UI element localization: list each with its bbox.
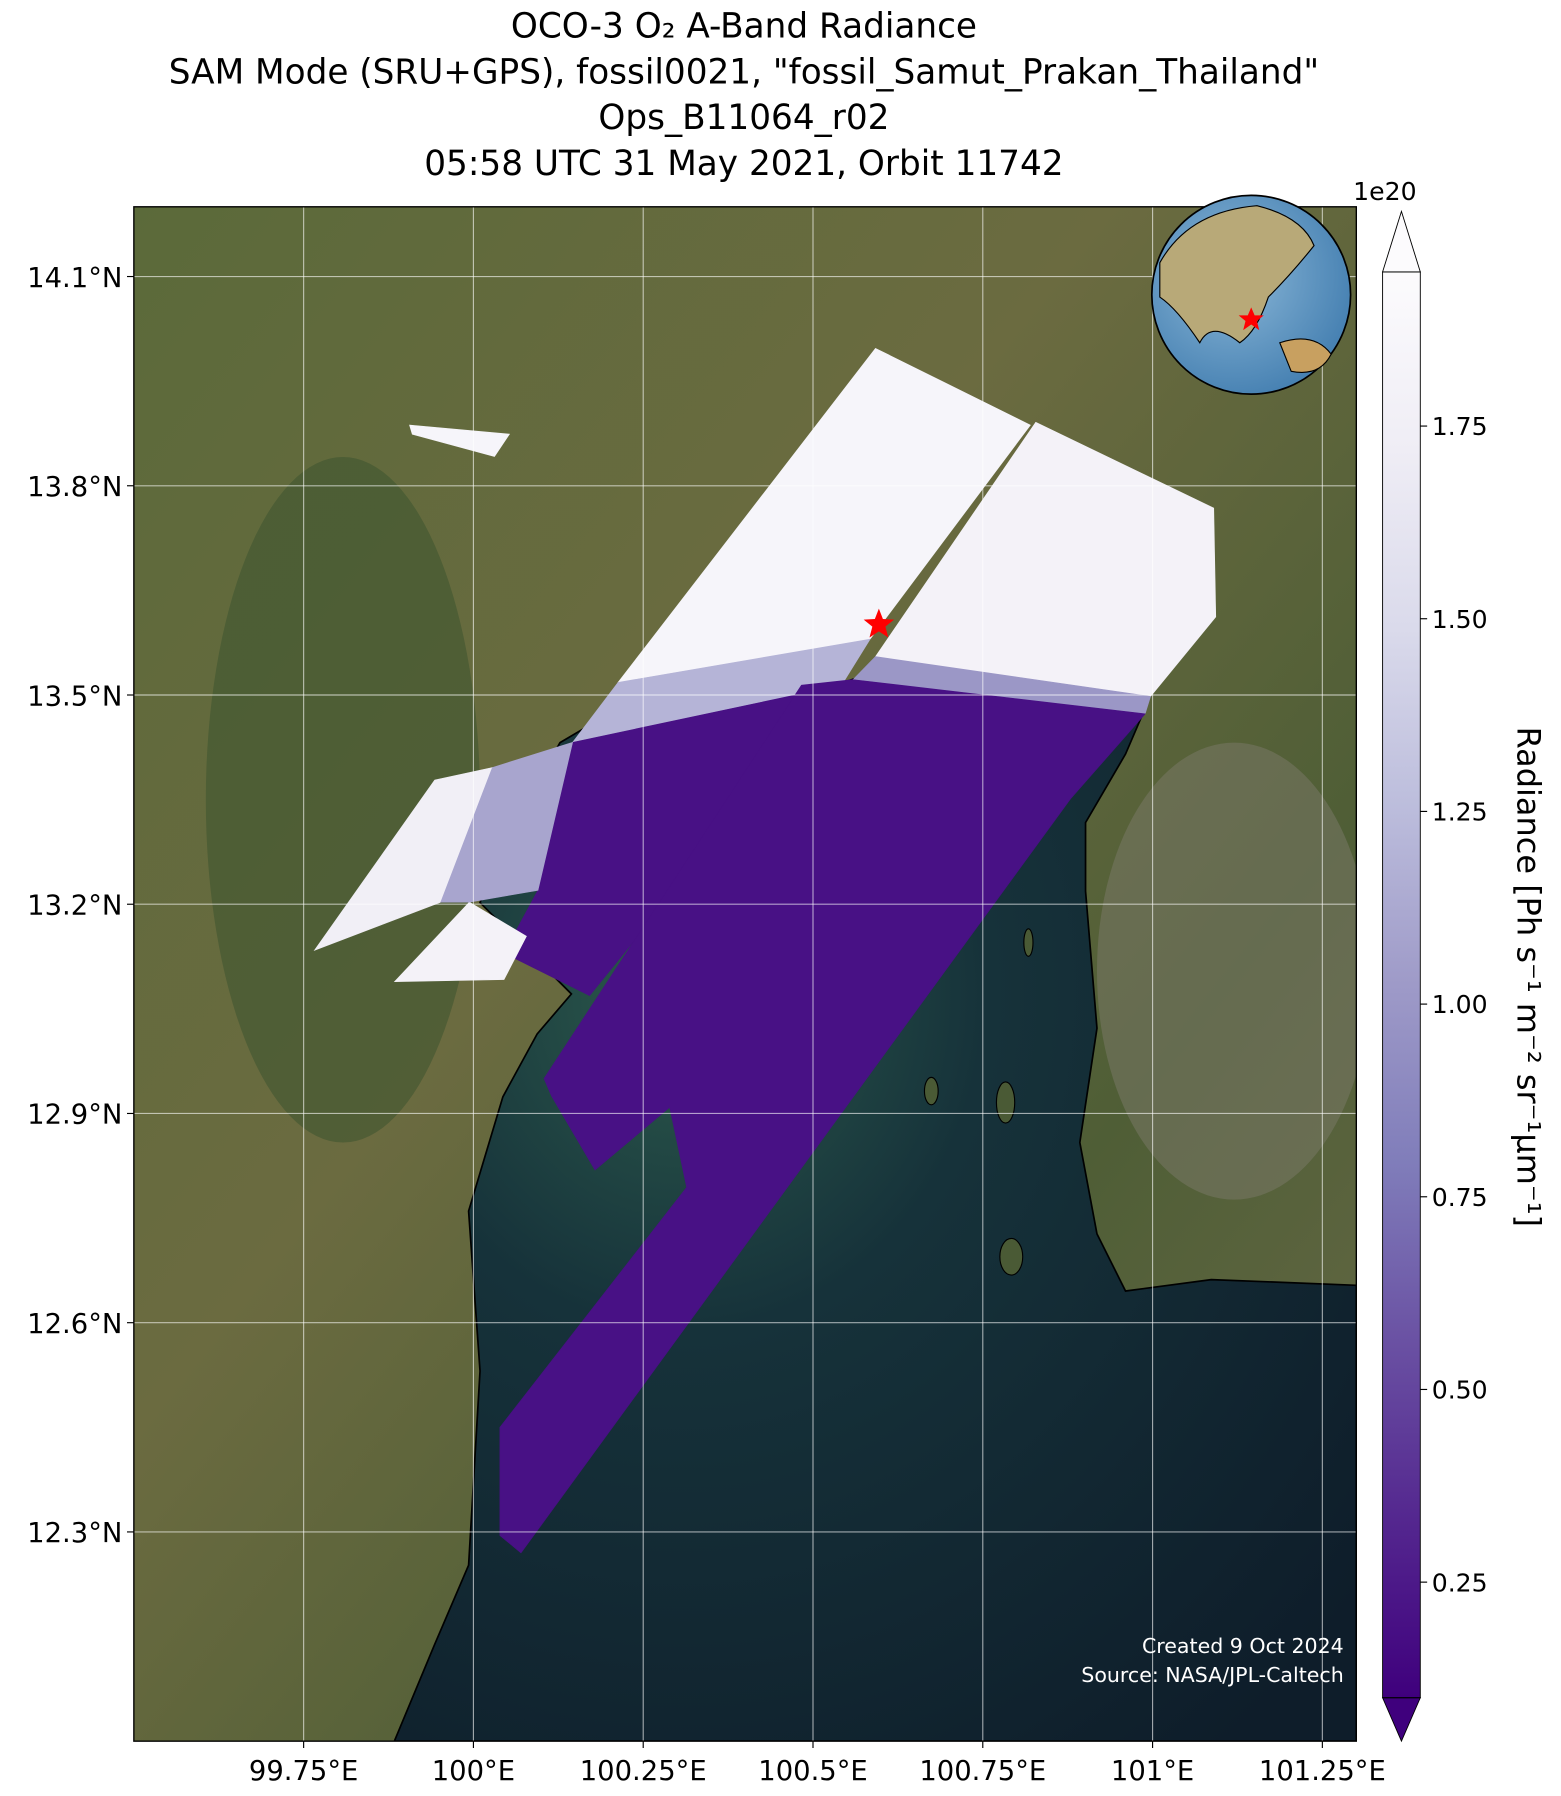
y-tick-label: 12.3°N xyxy=(27,1518,122,1549)
colorbar-extend-bottom xyxy=(1381,1697,1421,1743)
annotation: Source: NASA/JPL-Caltech xyxy=(1081,1663,1343,1687)
colorbar-tick-label: 1.75 xyxy=(1432,412,1488,441)
island xyxy=(999,1237,1024,1276)
swath-region xyxy=(409,424,511,457)
x-tick-label: 100°E xyxy=(432,1756,515,1787)
title-line: SAM Mode (SRU+GPS), fossil0021, "fossil_… xyxy=(169,52,1319,92)
colorbar-tick-label: 1.25 xyxy=(1432,798,1488,827)
swath-region xyxy=(499,679,1146,1554)
globe-land xyxy=(1279,338,1332,373)
y-tick-label: 13.2°N xyxy=(27,891,122,922)
y-tick-label: 12.9°N xyxy=(27,1100,122,1131)
colorbar-tick-label: 0.25 xyxy=(1432,1568,1488,1597)
x-tick-label: 99.75°E xyxy=(249,1756,358,1787)
island xyxy=(1023,928,1034,957)
swath-layer xyxy=(313,347,1217,1554)
urban xyxy=(1097,742,1357,1200)
colorbar-tick-label: 1.50 xyxy=(1432,605,1488,634)
inset-globe xyxy=(1150,194,1352,396)
colorbar-extend-top xyxy=(1381,209,1421,273)
x-tick-label: 100.25°E xyxy=(580,1756,707,1787)
colorbar-frame xyxy=(1382,271,1421,1699)
island xyxy=(995,1081,1016,1124)
title-line: 05:58 UTC 31 May 2021, Orbit 11742 xyxy=(424,144,1063,184)
globe-site xyxy=(1238,307,1264,331)
annotation: Created 9 Oct 2024 xyxy=(1142,1634,1344,1658)
colorbar-tick-label: 1.00 xyxy=(1432,990,1488,1019)
site-marker xyxy=(863,608,895,638)
globe-land xyxy=(1159,205,1315,344)
x-tick-label: 100.75°E xyxy=(919,1756,1046,1787)
island xyxy=(923,1076,939,1106)
colorbar-tick-label: 0.75 xyxy=(1432,1183,1488,1212)
colorbar-label: Radiance [Ph s⁻¹ m⁻² sr⁻¹μm⁻¹] xyxy=(1509,727,1547,1227)
colorbar: 0.25 0.50 0.75 1.00 1.25 1.50 1.75 xyxy=(1381,209,1488,1743)
y-tick-label: 14.1°N xyxy=(27,263,122,294)
x-tick-label: 101.25°E xyxy=(1259,1756,1386,1787)
map-frame xyxy=(133,206,1358,1742)
grid-layer xyxy=(133,206,1357,1742)
y-tick-label: 13.5°N xyxy=(27,681,122,712)
title-line: OCO-3 O₂ A-Band Radiance xyxy=(511,7,977,47)
x-tick-label: 100.5°E xyxy=(758,1756,867,1787)
swath-region xyxy=(393,901,527,983)
colorbar-offset: 1e20 xyxy=(1353,177,1416,206)
title-line: Ops_B11064_r02 xyxy=(598,98,889,138)
colorbar-tick-label: 0.50 xyxy=(1432,1376,1488,1405)
y-tick-label: 12.6°N xyxy=(27,1309,122,1340)
colorbar-body xyxy=(1382,271,1421,1698)
x-tick-label: 101°E xyxy=(1111,1756,1194,1787)
y-tick-label: 13.8°N xyxy=(27,472,122,503)
